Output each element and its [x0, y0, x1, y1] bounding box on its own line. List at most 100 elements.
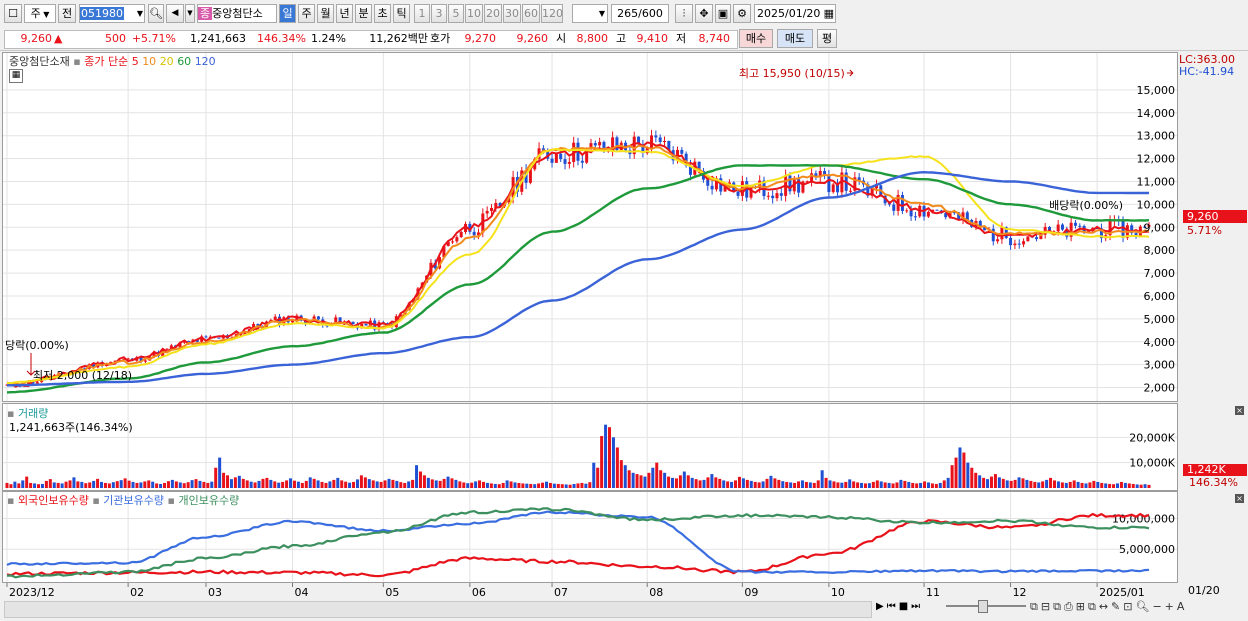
volume-bar [1060, 482, 1064, 488]
volume-bar [359, 475, 363, 488]
stock-name-field[interactable]: 종 중앙첨단소 [197, 4, 277, 23]
volume-bar [745, 479, 749, 488]
holding-chart[interactable]: 5,000,000 10,000,000 [3, 492, 1177, 582]
search-icon[interactable]: 🔍︎ [148, 4, 164, 23]
volume-bar [383, 480, 387, 488]
interval-button-0[interactable]: 1 [414, 4, 430, 23]
volume-bar [1139, 484, 1143, 488]
edit-icon[interactable]: ✎ [1111, 600, 1124, 613]
crosshair-icon[interactable]: ✥ [695, 4, 713, 23]
bid-price: 9,260 [516, 32, 549, 45]
volume-bar [911, 482, 915, 488]
interval-input[interactable]: ▼ [572, 4, 608, 23]
candle-body [1056, 224, 1060, 232]
date-field[interactable]: 2025/01/20 ▦ [754, 4, 836, 23]
grid-settings-icon[interactable]: ▦ [9, 69, 23, 83]
buy-button[interactable]: 매수 [739, 29, 773, 48]
zoom-icon[interactable]: 🔍︎ [1135, 600, 1153, 613]
cascade-icon[interactable]: ⧉ [1087, 600, 1099, 613]
candle-body [585, 148, 589, 163]
zoom-slider-thumb[interactable] [978, 600, 988, 613]
volume-bar [84, 483, 88, 488]
calendar-icon[interactable]: ▦ [823, 7, 834, 20]
font-icon[interactable]: A [1176, 600, 1188, 613]
period-button-4[interactable]: 분 [355, 4, 372, 23]
plus-icon[interactable]: + [1164, 600, 1177, 613]
volume-bar [604, 424, 608, 488]
move-icon[interactable]: ↔ [1098, 600, 1112, 613]
candle-icon[interactable]: ⫶ [675, 4, 693, 23]
split-icon[interactable]: ⊟ [1040, 600, 1054, 613]
save-icon[interactable]: ▣ [715, 4, 731, 23]
price-tick-label: 6,000 [1144, 290, 1176, 303]
volume-bar [789, 482, 793, 488]
layout-icon[interactable]: ⧉ [1030, 600, 1041, 613]
candle-body [433, 262, 437, 269]
candle-body [801, 181, 805, 193]
volume-bar [391, 479, 395, 488]
tile-icon[interactable]: ⊞ [1075, 600, 1088, 613]
volume-bar [757, 482, 761, 488]
hold-close-icon[interactable]: × [1235, 494, 1244, 503]
tag-icon[interactable]: ⊡ [1123, 600, 1136, 613]
nav-buttons: ▶⏮■⏭ [876, 601, 923, 612]
stop-icon[interactable]: ■ [898, 601, 912, 612]
volume-bar [170, 479, 174, 488]
vol-close-icon[interactable]: × [1235, 406, 1244, 415]
period-button-3[interactable]: 년 [336, 4, 353, 23]
window-menu-icon[interactable]: ☐ [4, 4, 22, 23]
legend-ma20: 20 [159, 55, 174, 68]
volume-bar [871, 481, 875, 488]
volume-bar [446, 476, 450, 488]
interval-button-4[interactable]: 20 [484, 4, 502, 23]
period-button-6[interactable]: 틱 [393, 4, 410, 23]
dropdown-icon[interactable]: ▼ [185, 4, 195, 23]
sell-button[interactable]: 매도 [777, 29, 813, 48]
count-field[interactable]: 265/600 [611, 4, 669, 23]
trade-amount: 11,262백만 [369, 32, 428, 45]
period-button-1[interactable]: 주 [298, 4, 315, 23]
open-price: 8,800 [576, 32, 609, 45]
copy-icon[interactable]: ⧉ [1053, 600, 1064, 613]
scroll-right-icon[interactable]: ▶ [876, 601, 887, 612]
price-tick-label: 14,000 [1137, 107, 1176, 120]
volume-chart[interactable]: 10,000K 20,000K [3, 404, 1177, 490]
interval-button-2[interactable]: 5 [448, 4, 464, 23]
volume-bar [816, 480, 820, 488]
change-pct: +5.71% [131, 32, 176, 45]
ask-price: 9,270 [464, 32, 497, 45]
code-input[interactable]: 051980 ▼ [79, 4, 145, 23]
price-chart[interactable]: 2,000 3,000 4,000 5,000 6,000 7,000 8,000 9,000… [3, 53, 1177, 401]
volume-bar [946, 477, 950, 488]
interval-button-5[interactable]: 30 [503, 4, 521, 23]
interval-button-1[interactable]: 3 [431, 4, 447, 23]
period-button-5[interactable]: 초 [374, 4, 391, 23]
period-button-0[interactable]: 일 [279, 4, 296, 23]
prev-button[interactable]: 전 [58, 4, 76, 23]
speaker-icon[interactable]: ◀︎ [166, 4, 184, 23]
volume-bar [493, 483, 497, 488]
last-icon[interactable]: ⏭ [911, 601, 924, 612]
x-tick-label: 07 [554, 586, 568, 599]
interval-button-7[interactable]: 120 [541, 4, 563, 23]
print-icon[interactable]: ⎙ [1063, 600, 1076, 613]
eval-button[interactable]: 평 [817, 29, 837, 48]
gear-icon[interactable]: ⚙ [733, 4, 751, 23]
low-price: 8,740 [698, 32, 731, 45]
interval-button-3[interactable]: 10 [465, 4, 483, 23]
first-icon[interactable]: ⏮ [886, 601, 899, 612]
minus-icon[interactable]: − [1152, 600, 1165, 613]
volume-bar [103, 482, 107, 488]
volume-bar [340, 480, 344, 488]
horizontal-scrollbar[interactable] [4, 601, 872, 618]
period-button-2[interactable]: 월 [317, 4, 334, 23]
type-select[interactable]: 주 ▼ [24, 4, 56, 23]
candle-body [1052, 231, 1056, 233]
candle-body [200, 336, 204, 342]
legend-institution: 기관보유수량 [103, 494, 165, 507]
volume-bar [867, 483, 871, 488]
holding-line-0 [6, 512, 1150, 578]
volume-bar [324, 482, 328, 488]
candle-body [1147, 224, 1151, 227]
interval-button-6[interactable]: 60 [522, 4, 540, 23]
